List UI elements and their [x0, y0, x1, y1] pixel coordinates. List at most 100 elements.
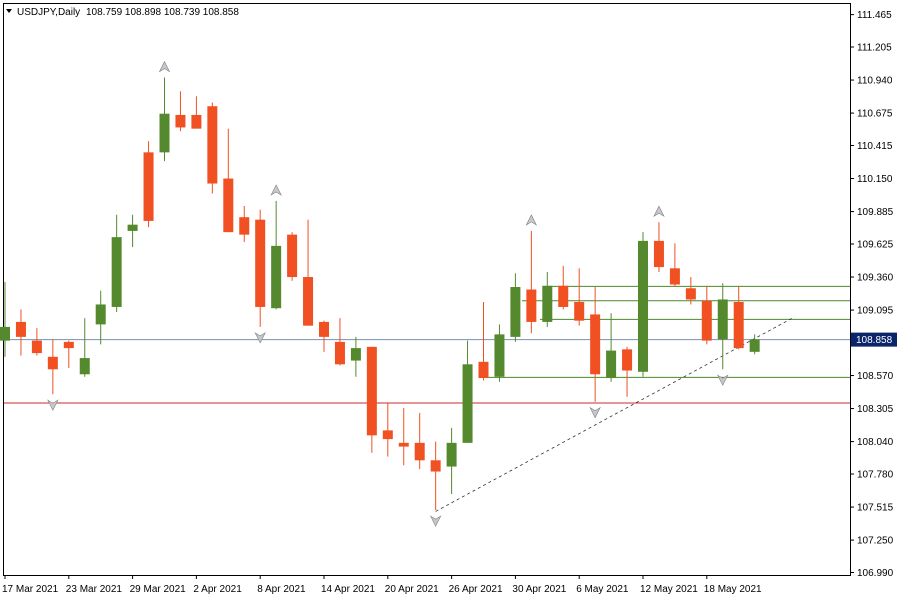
candle-body [223, 178, 234, 233]
candle [717, 283, 728, 370]
candle [31, 328, 42, 356]
candle-body [669, 268, 680, 285]
candle-body [366, 346, 377, 436]
candle-body [478, 361, 489, 379]
candle [63, 340, 74, 369]
candle [542, 272, 553, 327]
candle [239, 205, 250, 243]
x-tick-label: 29 Mar 2021 [130, 584, 187, 595]
candle [510, 273, 521, 342]
candle [701, 285, 712, 345]
y-tick-label: 109.625 [857, 239, 894, 250]
candle-body [446, 442, 457, 467]
candle [653, 222, 664, 273]
candle [127, 214, 138, 248]
candle-body [494, 334, 505, 377]
y-tick-label: 107.515 [857, 503, 894, 514]
candle-body [287, 234, 298, 278]
candle-body [542, 285, 553, 322]
candle-body [382, 430, 393, 440]
candle-body [350, 348, 361, 361]
candle [366, 346, 377, 453]
y-tick-label: 111.465 [857, 10, 892, 21]
candle-body [414, 442, 425, 461]
time-axis: 17 Mar 2021 23 Mar 2021 29 Mar 2021 2 Apr 2… [2, 575, 762, 595]
candle-body [638, 240, 648, 372]
candle [255, 209, 266, 327]
candle-body [175, 114, 186, 128]
candle [462, 340, 473, 443]
candle-body [15, 321, 26, 337]
y-tick-label: 109.360 [857, 273, 894, 284]
candle [191, 96, 202, 129]
candle [223, 128, 234, 233]
candle-body [526, 289, 537, 322]
candle [143, 141, 154, 228]
chart-header: USDJPY,Daily 108.759 108.898 108.739 108… [6, 7, 239, 18]
candle-body [319, 321, 329, 337]
y-tick-label: 111.205 [857, 43, 892, 54]
x-tick-label: 2 Apr 2021 [193, 584, 242, 595]
candle [606, 313, 617, 382]
x-tick-label: 6 May 2021 [576, 584, 629, 595]
y-tick-label: 109.095 [857, 306, 894, 317]
candle [494, 324, 505, 382]
candle-body [685, 288, 696, 300]
candle [0, 282, 10, 357]
candle [478, 301, 489, 381]
candle [15, 309, 26, 356]
candle [558, 265, 569, 310]
candles-layer [0, 77, 760, 511]
candle-body [717, 299, 728, 340]
candle-body [590, 314, 601, 375]
candle-body [510, 287, 521, 337]
candle-body [462, 364, 473, 443]
candle-body [207, 106, 218, 184]
candle [350, 336, 361, 377]
x-tick-label: 8 Apr 2021 [257, 584, 306, 595]
candle [669, 243, 680, 288]
candle [382, 402, 393, 457]
candle [622, 346, 633, 397]
candle [175, 91, 186, 132]
y-tick-label: 109.885 [857, 207, 894, 218]
fractal-up-arrow-icon [158, 60, 171, 73]
candle [685, 277, 696, 305]
candle-body [574, 301, 585, 321]
candle-body [271, 245, 282, 309]
y-tick-label: 110.675 [857, 109, 893, 120]
y-tick-label: 108.305 [857, 404, 894, 415]
fractal-down-arrow-icon [429, 515, 442, 527]
x-tick-label: 18 May 2021 [704, 584, 762, 595]
candle-body [653, 240, 664, 268]
candle [398, 407, 409, 466]
y-tick-label: 107.250 [857, 536, 894, 547]
chevron-down-icon[interactable] [6, 9, 12, 13]
candle-body [701, 300, 712, 341]
candle-body [430, 460, 441, 472]
candle-body [398, 442, 409, 447]
candle [271, 200, 282, 310]
candle [590, 287, 601, 402]
candle [414, 412, 425, 470]
candle-body [79, 358, 90, 375]
candle-body [0, 326, 10, 341]
candle [79, 318, 90, 377]
candle [47, 339, 58, 395]
y-tick-label: 110.150 [857, 174, 893, 185]
candle [733, 285, 744, 350]
candle-body [334, 341, 345, 365]
current-price-label: 108.858 [856, 335, 893, 346]
candle-body [191, 114, 202, 129]
candle-body [143, 152, 154, 221]
candle-body [303, 277, 314, 326]
candle-body [127, 224, 138, 231]
candle-body [255, 219, 266, 307]
candle [287, 232, 298, 281]
candle-body [558, 285, 569, 307]
fractal-down-arrow-icon [254, 332, 266, 344]
candle [207, 102, 218, 194]
fractal-down-arrow-icon [589, 406, 601, 419]
